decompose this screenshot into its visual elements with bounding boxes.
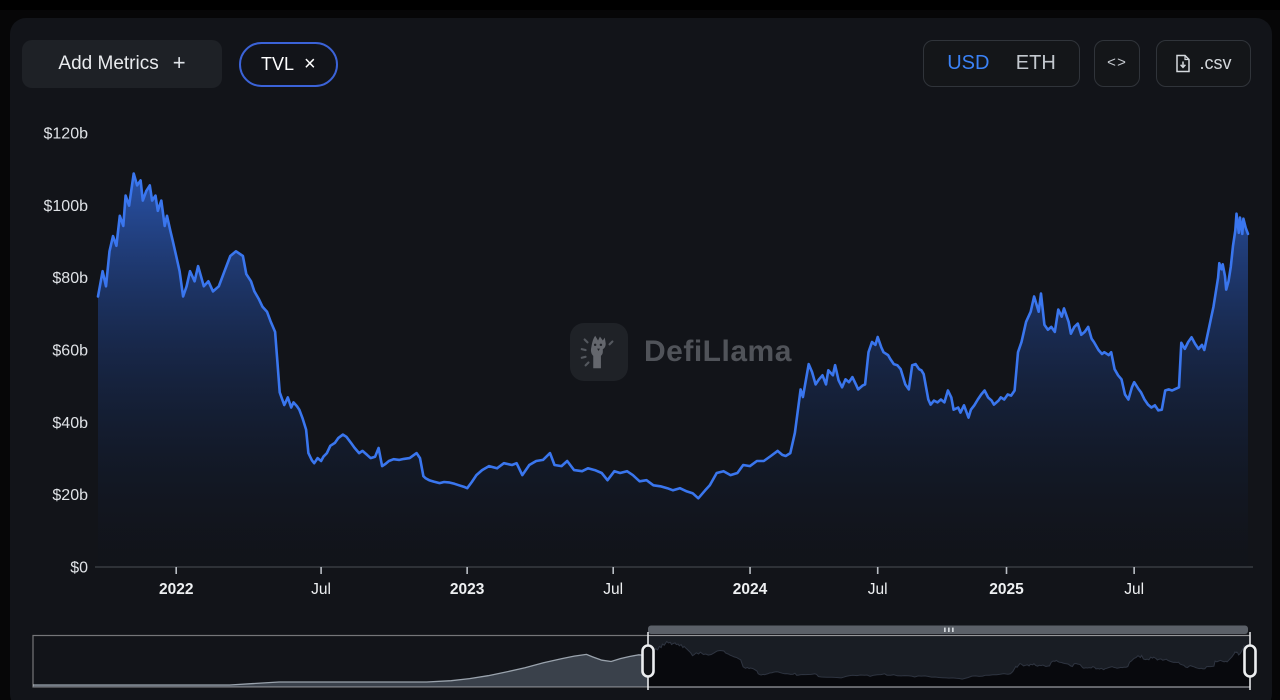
brush-history-area bbox=[33, 654, 648, 687]
brush-right-handle[interactable] bbox=[1243, 644, 1257, 678]
x-axis-label: 2023 bbox=[450, 581, 485, 598]
plus-icon: + bbox=[172, 50, 186, 75]
x-axis-label: 2025 bbox=[989, 581, 1024, 598]
close-icon[interactable]: × bbox=[304, 53, 316, 75]
tvl-line bbox=[96, 172, 1250, 500]
x-axis-label: Jul bbox=[311, 581, 331, 598]
y-axis-label: $0 bbox=[70, 560, 88, 577]
currency-toggle: USD ETH bbox=[923, 40, 1080, 87]
embed-code-icon: <> bbox=[1106, 55, 1127, 72]
y-axis-label: $20b bbox=[52, 487, 88, 504]
tvl-metric-chip[interactable]: TVL × bbox=[239, 42, 338, 87]
brush-left-handle[interactable] bbox=[641, 644, 655, 678]
x-axis-label: 2022 bbox=[159, 581, 193, 598]
brush-history-line bbox=[33, 653, 649, 686]
y-axis-label: $40b bbox=[52, 415, 88, 432]
x-axis-label: Jul bbox=[868, 581, 888, 598]
y-axis-label: $120b bbox=[44, 126, 89, 143]
add-metrics-label: Add Metrics bbox=[58, 53, 159, 74]
brush-grip-icon bbox=[948, 627, 950, 632]
y-axis-label: $80b bbox=[52, 270, 88, 287]
brush-grip-icon bbox=[944, 627, 946, 632]
csv-download-button[interactable]: .csv bbox=[1156, 40, 1251, 87]
y-axis-label: $60b bbox=[52, 343, 88, 360]
add-metrics-button[interactable]: Add Metrics + bbox=[22, 40, 222, 88]
y-axis-label: $100b bbox=[44, 198, 89, 215]
csv-label: .csv bbox=[1199, 53, 1232, 73]
download-file-icon bbox=[1176, 54, 1191, 73]
brush-grip-icon bbox=[952, 627, 954, 632]
top-black-strip bbox=[0, 0, 1280, 10]
embed-button[interactable]: <> bbox=[1094, 40, 1140, 87]
currency-option-usd[interactable]: USD bbox=[947, 52, 990, 74]
toolbar: Add Metrics + TVL × USD ETH <> .csv bbox=[0, 22, 1280, 88]
tvl-chip-label: TVL bbox=[261, 54, 295, 74]
x-axis-label: Jul bbox=[603, 581, 623, 598]
tvl-area-fill bbox=[98, 173, 1248, 567]
brush-selected-area bbox=[647, 640, 1251, 688]
x-axis-label: 2024 bbox=[733, 581, 768, 598]
x-axis-label: Jul bbox=[1124, 581, 1144, 598]
currency-option-eth[interactable]: ETH bbox=[1015, 52, 1056, 74]
